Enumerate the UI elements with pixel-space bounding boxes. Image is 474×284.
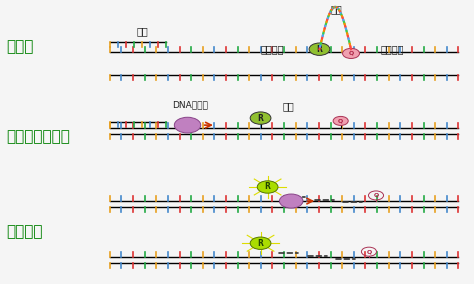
Circle shape <box>250 112 271 124</box>
Text: 引物和探针退火: 引物和探针退火 <box>6 129 70 144</box>
Text: 报告基团: 报告基团 <box>261 44 284 54</box>
Text: 探针: 探针 <box>330 4 342 14</box>
Circle shape <box>309 43 330 55</box>
Text: R: R <box>258 239 264 248</box>
Circle shape <box>333 116 348 126</box>
Text: R: R <box>317 45 322 54</box>
Circle shape <box>279 194 303 208</box>
Circle shape <box>174 117 201 133</box>
Text: Q: Q <box>374 193 379 198</box>
Text: Q: Q <box>338 118 343 124</box>
Text: 引物: 引物 <box>137 26 149 37</box>
Text: 延伸反应: 延伸反应 <box>6 224 43 239</box>
Circle shape <box>250 237 271 249</box>
Text: R: R <box>264 183 271 191</box>
Text: 探针: 探针 <box>283 101 295 111</box>
Text: DNA聚合酶: DNA聚合酶 <box>172 101 208 110</box>
Text: 热变性: 热变性 <box>6 39 34 54</box>
Circle shape <box>257 181 278 193</box>
Circle shape <box>343 48 359 59</box>
Text: R: R <box>258 114 264 123</box>
Text: Q: Q <box>366 249 372 254</box>
Text: Q: Q <box>348 51 354 56</box>
Text: 淬灭基团: 淬灭基团 <box>381 44 404 54</box>
